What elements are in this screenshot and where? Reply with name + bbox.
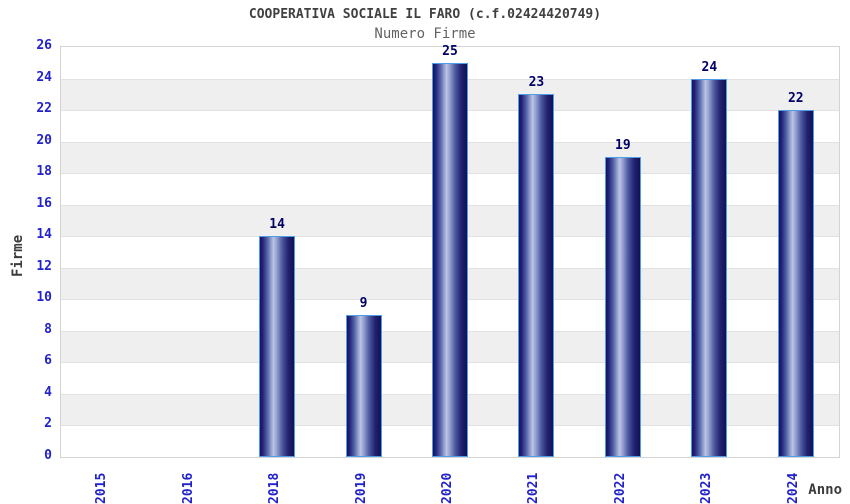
y-tick-label: 14 (36, 227, 52, 243)
bar-value-label: 22 (787, 91, 804, 107)
y-tick-label: 16 (36, 195, 52, 211)
bar (259, 236, 296, 457)
y-tick-label: 20 (36, 132, 52, 148)
plot-area: 14 9 25 23 19 24 22 (60, 43, 840, 458)
y-tick-label: 0 (44, 448, 52, 463)
bar (604, 157, 641, 457)
x-axis-title: Anno (808, 482, 842, 498)
chart-subtitle: Numero Firme (374, 26, 476, 42)
y-tick-label: 10 (36, 290, 52, 306)
bar-value-label: 19 (615, 138, 631, 154)
x-tick-label: 2020 (440, 472, 455, 504)
y-tick-label: 8 (44, 321, 52, 337)
y-tick-label: 18 (36, 164, 52, 180)
bar-value-label: 14 (269, 217, 285, 233)
y-tick-label: 6 (44, 353, 52, 369)
x-tick-label: 2024 (785, 472, 801, 504)
bar (432, 62, 468, 457)
bar (518, 94, 555, 457)
bar (691, 78, 728, 457)
bar (345, 315, 382, 457)
x-tick-label: 2019 (353, 472, 369, 504)
x-tick-label: 2018 (267, 472, 283, 504)
y-tick-label: 24 (36, 69, 52, 85)
x-tick-label: 2023 (699, 472, 715, 504)
bar-value-label: 9 (359, 296, 368, 312)
y-tick-label: 4 (44, 384, 52, 400)
bar-value-label: 23 (528, 75, 545, 91)
x-tick-label: 2022 (612, 472, 628, 504)
y-tick-label: 22 (36, 101, 52, 117)
y-tick-label: 26 (36, 38, 52, 53)
x-tick-label: 2016 (180, 472, 196, 504)
chart-title: COOPERATIVA SOCIALE IL FARO (c.f.0242442… (248, 7, 602, 22)
x-tick-label: 2015 (94, 472, 110, 504)
y-tick-label: 12 (36, 258, 52, 274)
bar (777, 110, 814, 457)
bar-value-label: 25 (442, 43, 458, 59)
x-tick-label: 2021 (526, 472, 542, 504)
y-tick-label: 2 (44, 416, 52, 432)
bar-value-label: 24 (701, 59, 718, 75)
